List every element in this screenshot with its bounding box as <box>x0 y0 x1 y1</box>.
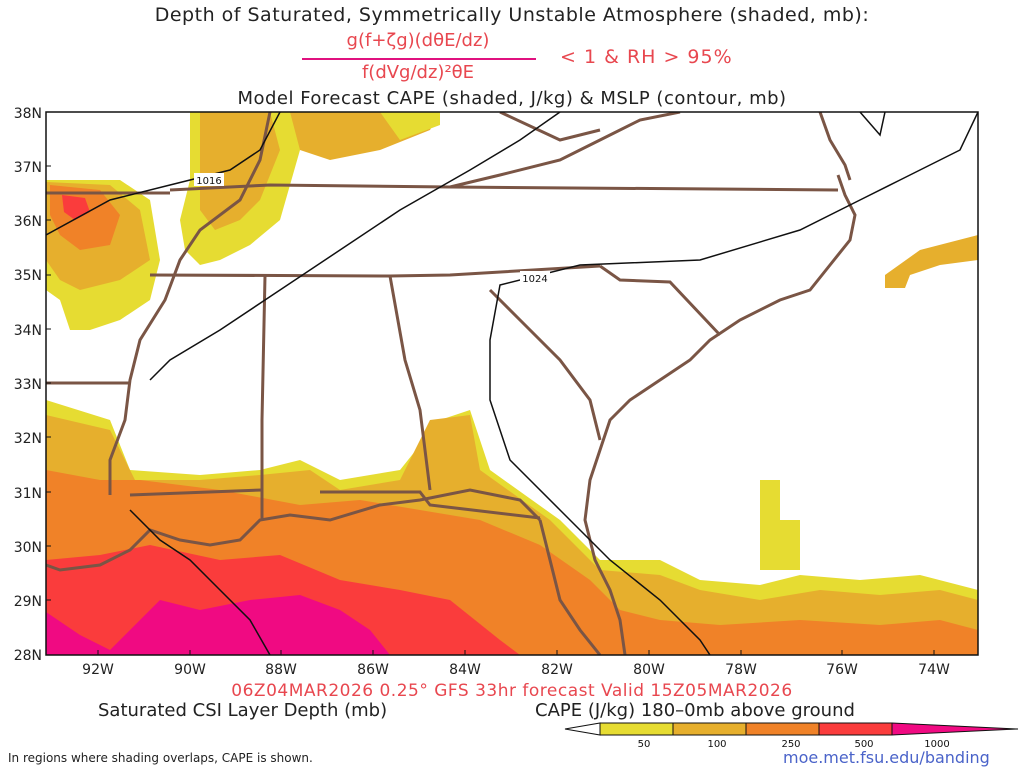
isobar-1024 <box>489 112 978 655</box>
lon-label: 78W <box>725 662 757 678</box>
lat-axis: 38N 37N 36N 35N 34N 33N 32N 31N 30N 29N … <box>14 106 42 664</box>
cape-atlantic-50 <box>760 480 800 570</box>
lon-label: 86W <box>357 662 389 678</box>
coastline-florida-west <box>538 519 602 655</box>
lat-label: 29N <box>14 594 42 610</box>
fraction-bar <box>302 58 536 60</box>
fraction-condition: < 1 & RH > 95% <box>560 46 733 68</box>
cape-nw-500 <box>62 195 90 220</box>
isobar-south <box>129 509 271 655</box>
credit-link[interactable]: moe.met.fsu.edu/banding <box>783 748 990 767</box>
border-ms-river <box>108 112 272 495</box>
lon-label: 92W <box>82 662 114 678</box>
cape-ne-100 <box>200 112 280 230</box>
title-line-2: Model Forecast CAPE (shaded, J/kg) & MSL… <box>237 88 787 109</box>
colorbar-seg-0 <box>564 722 601 736</box>
state-boundaries <box>46 112 857 655</box>
lat-label: 36N <box>14 214 42 230</box>
colorbar-seg-3 <box>745 722 820 736</box>
colorbar-seg-1 <box>599 722 674 736</box>
colorbar-tick: 100 <box>707 739 726 750</box>
border-nc-sc <box>599 264 722 337</box>
lon-label: 84W <box>449 662 481 678</box>
isobar-labels: 1016 1024 <box>194 173 550 285</box>
border-ky-va <box>449 112 681 189</box>
isobar-1016-ne <box>859 112 886 137</box>
lat-label: 33N <box>14 377 42 393</box>
lon-label: 80W <box>633 662 665 678</box>
chesapeake <box>818 112 852 181</box>
border-tn-south <box>149 264 601 278</box>
colorbar-tick: 1000 <box>924 739 949 750</box>
fraction-numerator: g(f+ζg)(dθE/dz) <box>346 30 490 51</box>
border-ga-sc <box>488 288 602 441</box>
lat-label: 38N <box>14 106 42 122</box>
lat-label: 30N <box>14 540 42 556</box>
colorbar-tick: 500 <box>854 739 873 750</box>
footnote: In regions where shading overlaps, CAPE … <box>8 751 313 765</box>
run-info: 06Z04MAR2026 0.25° GFS 33hr forecast Val… <box>231 681 793 701</box>
isobar-label-1016: 1016 <box>196 176 221 187</box>
lat-label: 31N <box>14 486 42 502</box>
border-ga-al <box>388 275 432 491</box>
border-al-ms <box>260 275 267 520</box>
lon-label: 74W <box>918 662 950 678</box>
colorbar-tick: 50 <box>638 739 651 750</box>
border-va-wv <box>499 112 601 142</box>
lat-label: 28N <box>14 648 42 664</box>
colorbar-seg-5 <box>891 722 1019 736</box>
cape-ne-extra-50 <box>380 112 440 140</box>
border-fl-al <box>320 490 541 520</box>
lon-label: 88W <box>265 662 297 678</box>
title-line-1: Depth of Saturated, Symmetrically Unstab… <box>154 4 870 26</box>
coastline-gulf <box>46 488 542 572</box>
border-tn-north <box>169 183 839 192</box>
colorbar-seg-4 <box>818 722 893 736</box>
lon-label: 90W <box>174 662 206 678</box>
lon-label: 82W <box>541 662 573 678</box>
lat-label: 37N <box>14 160 42 176</box>
cape-shading <box>46 112 978 655</box>
lon-label: 76W <box>826 662 858 678</box>
lon-axis: 92W 90W 88W 86W 84W 82W 80W 78W 76W 74W <box>82 662 950 678</box>
isobar-1016-b <box>149 112 561 381</box>
lat-label: 32N <box>14 431 42 447</box>
lat-ticks <box>46 111 51 601</box>
coastline-atlantic <box>583 174 857 655</box>
cape-atlantic <box>885 235 978 288</box>
cape-colorbar: 50 100 250 500 1000 <box>564 722 1019 750</box>
colorbar-tick: 250 <box>781 739 800 750</box>
isobars <box>46 112 978 655</box>
colorbar-seg-2 <box>672 722 747 736</box>
isobar-label-bg <box>194 173 224 186</box>
cape-band-1000 <box>46 595 390 655</box>
lat-label: 35N <box>14 268 42 284</box>
lat-label: 34N <box>14 323 42 339</box>
legend-left-label: Saturated CSI Layer Depth (mb) <box>98 700 388 721</box>
lon-ticks <box>97 650 935 655</box>
fraction-denominator: f(dVg/dz)²θE <box>361 62 475 83</box>
legend-right-label: CAPE (J/kg) 180–0mb above ground <box>535 700 855 721</box>
border-ms-la <box>129 488 263 497</box>
isobar-label-1024: 1024 <box>522 274 547 285</box>
isobar-label-bg <box>520 271 550 284</box>
